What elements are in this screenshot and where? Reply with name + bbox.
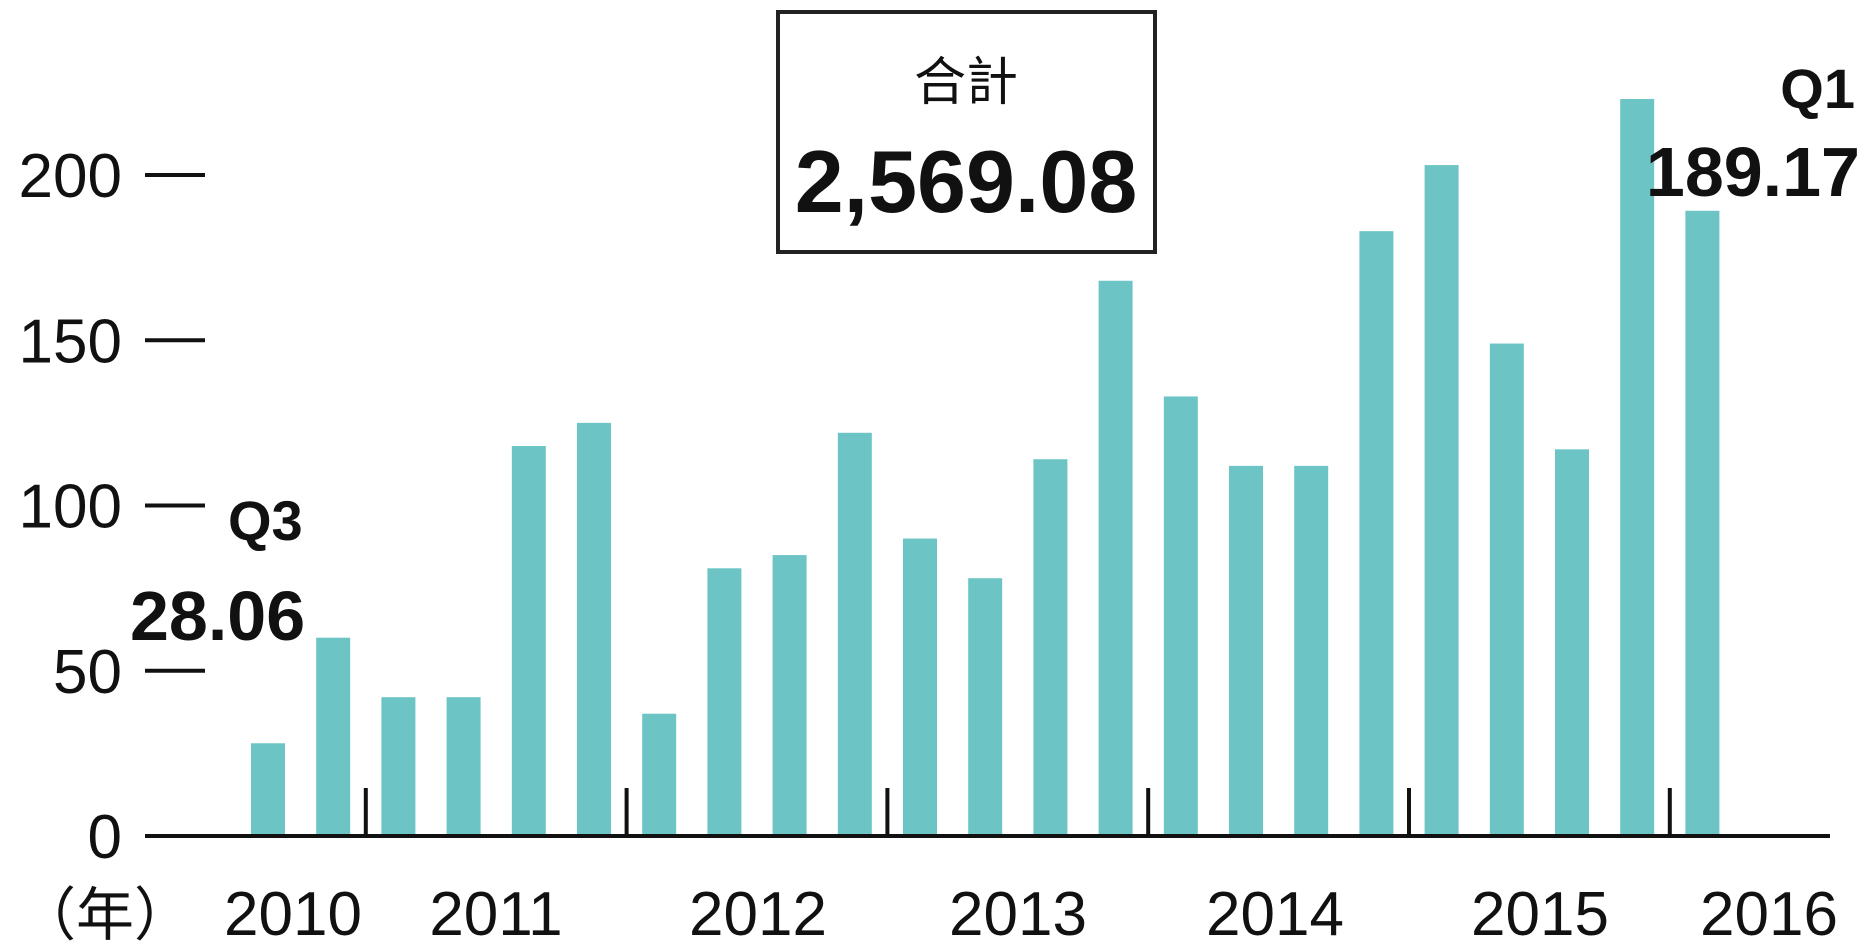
bar-2011Q4 [577,422,611,836]
x-unit-label: （年） [18,881,192,949]
year-label-2015: 2015 [1471,880,1609,949]
bar-2015Q3 [1555,449,1589,836]
bar-2014Q1 [1163,396,1198,836]
bar-2016Q1 [1685,210,1720,836]
bar-2010Q3 [251,743,285,836]
total-box-frame [776,10,1157,254]
year-label-2012: 2012 [689,880,827,949]
y-tick-label: 50 [53,638,122,707]
bar-2011Q3 [511,446,546,836]
y-axis: 0 50 100 150 200 [19,142,205,872]
year-label-2011: 2011 [429,880,562,949]
bar-2012Q4 [837,432,872,836]
bar-2013Q3 [1033,459,1068,836]
bar-2015Q4 [1620,98,1655,837]
year-separators [363,788,1672,836]
bar-2014Q3 [1294,465,1329,836]
first-annotation-quarter: Q3 [228,489,303,552]
bar-2012Q1 [642,713,677,836]
bar-2010Q4 [316,637,351,836]
year-label-2016: 2016 [1700,880,1838,949]
total-box-title: 合計 [914,53,1018,113]
bar-2014Q2 [1229,465,1263,836]
x-axis-year-labels: 2010 2011 2012 2013 2014 2015 2016 [224,880,1838,949]
bar-2011Q2 [446,697,481,836]
bar-2013Q2 [968,578,1003,836]
year-label-2014: 2014 [1206,880,1344,949]
y-tick-label: 150 [19,307,122,376]
year-label-2010: 2010 [224,880,362,949]
first-annotation-value: 28.06 [130,577,305,655]
y-tick-label: 200 [19,142,122,211]
year-label-2013: 2013 [949,880,1087,949]
bar-2015Q2 [1489,343,1524,836]
bar-2011Q1 [381,697,416,836]
bar-2015Q1 [1424,165,1459,836]
bar-2013Q4 [1098,280,1133,836]
bar-2014Q4 [1359,231,1394,836]
bar-2012Q3 [772,555,807,836]
last-annotation-value: 189.17 [1646,133,1860,211]
bar-2013Q1 [903,538,937,836]
y-tick-label: 100 [19,473,122,542]
bar-series [251,98,1720,837]
last-annotation-quarter: Q1 [1780,57,1855,120]
bar-2012Q2 [707,568,742,836]
total-box: 合計 2,569.08 [776,10,1157,254]
y-tick-label: 0 [88,803,122,872]
total-box-value: 2,569.08 [795,132,1138,231]
